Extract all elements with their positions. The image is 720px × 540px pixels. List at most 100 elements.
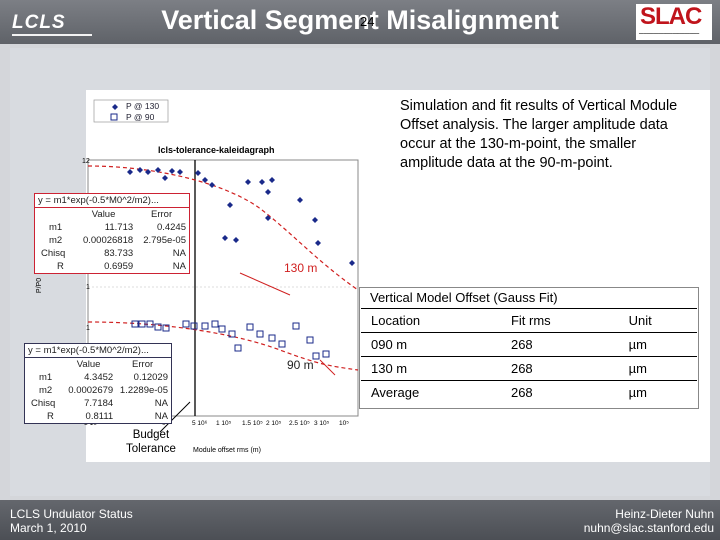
fit-top-value: 83.733 xyxy=(104,248,134,259)
arrow-90 xyxy=(319,359,336,376)
x-tick-label: 1.5 10⁵ xyxy=(242,420,263,427)
data-point-130 xyxy=(145,169,151,175)
legend-marker-90 xyxy=(110,113,118,121)
fit-bottom-error: 1.2289e-05 xyxy=(119,385,168,396)
data-point-90 xyxy=(218,325,226,333)
data-point-130 xyxy=(137,167,143,173)
budget-label-line2: Tolerance xyxy=(126,443,176,455)
legend-marker-130 xyxy=(112,104,118,110)
slac-logo: SLAC ━━━━━━━━━━━━━━━━━━━━━━━━━ xyxy=(636,3,712,40)
cell-unit: µm xyxy=(618,332,697,357)
data-point-130 xyxy=(265,215,271,221)
data-point-130 xyxy=(315,240,321,246)
fit-top-h-value: Value xyxy=(91,209,116,220)
slide-header: LCLS Vertical Segment Misalignment SLAC … xyxy=(0,0,720,44)
data-point-130 xyxy=(245,179,251,185)
fit-bottom-value: 0.0002679 xyxy=(68,385,114,396)
data-point-130 xyxy=(155,167,161,173)
fit-top-grid: Value Error m1 11.713 0.4245 m2 0.00026818 2.… xyxy=(35,208,189,273)
fit-bottom-value: 0.8111 xyxy=(85,411,114,422)
data-point-130 xyxy=(195,170,201,176)
fit-top-h-error: Error xyxy=(151,209,173,220)
cell-fit-rms: 268 xyxy=(500,332,619,357)
fit-top-error: 2.795e-05 xyxy=(143,235,186,246)
y-tick-top-12: 12 xyxy=(82,158,90,165)
col-location: Location xyxy=(361,308,501,333)
page-number: 24 xyxy=(360,14,375,29)
budget-tolerance-label: Budget Tolerance xyxy=(126,428,176,456)
col-fit-rms: Fit rms xyxy=(500,308,619,333)
fit-bottom-error: NA xyxy=(154,398,168,409)
fit-bottom-error: NA xyxy=(154,411,168,422)
footer-right: Heinz-Dieter Nuhn nuhn@slac.stanford.edu xyxy=(584,507,714,535)
fit-bottom-param: R xyxy=(47,411,54,422)
data-point-90 xyxy=(234,344,242,352)
cell-location: 090 m xyxy=(361,332,501,357)
col-unit: Unit xyxy=(618,308,697,333)
plot-frame xyxy=(87,159,359,417)
footer-email: nuhn@slac.stanford.edu xyxy=(583,521,714,535)
y-tick-top-1: 1 xyxy=(86,284,90,291)
data-points-130 xyxy=(127,167,355,266)
lcls-logo-underline xyxy=(12,34,92,36)
x-tick-label: 5 10⁶ xyxy=(192,420,208,427)
footer-left: LCLS Undulator Status March 1, 2010 xyxy=(10,507,133,535)
data-point-90 xyxy=(228,330,236,338)
slac-logo-subtext: ━━━━━━━━━━━━━━━━━━━━━━━━━ xyxy=(639,31,700,36)
fit-top-error: NA xyxy=(172,248,186,259)
cell-location: 130 m xyxy=(361,356,501,381)
legend-label-130: P @ 130 xyxy=(126,101,160,111)
budget-arrow xyxy=(159,401,191,433)
budget-label-line1: Budget xyxy=(132,429,170,441)
fit-table-top: y = m1*exp(-0.5*M0^2/m2)... Value Error m… xyxy=(34,193,190,274)
data-point-90 xyxy=(256,330,264,338)
data-point-130 xyxy=(349,260,355,266)
fit-top-error: 0.4245 xyxy=(156,222,186,233)
data-point-130 xyxy=(312,217,318,223)
fit-top-value: 0.6959 xyxy=(104,261,134,272)
x-tick-label: 1 10⁵ xyxy=(216,420,232,427)
fit-top-param: m1 xyxy=(49,222,63,233)
cell-location: Average xyxy=(361,380,501,404)
table-header-row: Location Fit rms Unit xyxy=(361,308,697,333)
fit-bottom-error: 0.12029 xyxy=(133,372,168,383)
fit-curve-130 xyxy=(87,165,359,291)
cell-fit-rms: 268 xyxy=(500,356,619,381)
table-row: 130 m 268 µm xyxy=(361,356,697,381)
slide-title: Vertical Segment Misalignment xyxy=(161,5,559,35)
data-point-90 xyxy=(201,322,209,330)
data-point-130 xyxy=(233,237,239,243)
fit-bottom-grid: Value Error m1 4.3452 0.12029 m2 0.0002679 1.… xyxy=(25,358,171,423)
fit-bottom-param: m2 xyxy=(39,385,53,396)
fit-bottom-h-value: Value xyxy=(76,359,101,370)
fit-top-param: Chisq xyxy=(41,248,66,259)
data-point-130 xyxy=(169,168,175,174)
fit-bottom-param: Chisq xyxy=(31,398,56,409)
lcls-logo: LCLS xyxy=(12,12,66,33)
annotation-130m: 130 m xyxy=(284,261,318,275)
fit-bottom-param: m1 xyxy=(39,372,53,383)
footer-date: March 1, 2010 xyxy=(10,521,87,535)
slac-logo-text: SLAC xyxy=(640,3,702,30)
fit-top-equation: y = m1*exp(-0.5*M0^2/m2)... xyxy=(35,194,189,208)
data-point-130 xyxy=(227,202,233,208)
data-point-130 xyxy=(177,169,183,175)
fit-top-param: R xyxy=(57,261,64,272)
footer-event: LCLS Undulator Status xyxy=(10,507,133,521)
plot-title: lcls-tolerance-kaleidagraph xyxy=(158,145,275,155)
fit-bottom-value: 7.7184 xyxy=(84,398,114,409)
data-point-90 xyxy=(292,322,300,330)
data-point-130 xyxy=(297,197,303,203)
data-point-130 xyxy=(269,177,275,183)
data-point-90 xyxy=(138,320,146,328)
cell-fit-rms: 268 xyxy=(500,380,619,404)
x-tick-label: 2.5 10⁵ xyxy=(289,420,310,427)
data-point-90 xyxy=(312,352,320,360)
slide-footer: LCLS Undulator Status March 1, 2010 Hein… xyxy=(0,500,720,540)
figure-caption: Simulation and fit results of Vertical M… xyxy=(400,98,678,171)
arrow-130 xyxy=(239,272,291,296)
table-row: 090 m 268 µm xyxy=(361,332,697,357)
annotation-90m: 90 m xyxy=(287,358,314,372)
data-point-130 xyxy=(259,179,265,185)
data-point-90 xyxy=(268,334,276,342)
